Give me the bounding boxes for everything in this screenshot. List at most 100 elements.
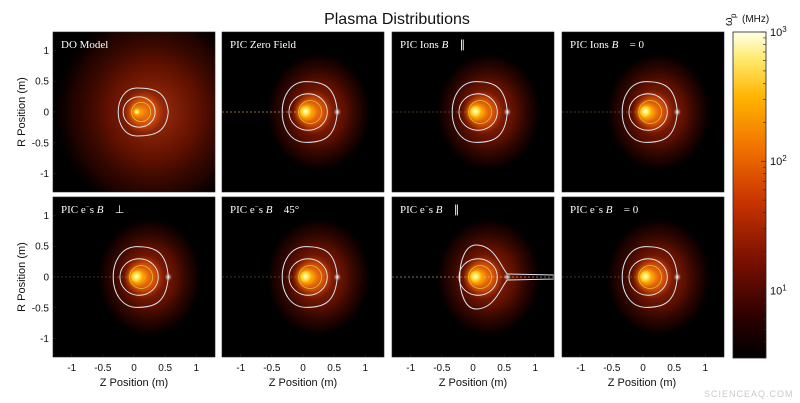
panel-plot-area	[222, 32, 384, 192]
panel-title-text: s	[429, 204, 436, 216]
panel-7: PIC e−s B⃗ ∥ -1 -0.5 0 0.5 1	[391, 196, 555, 374]
outer-contour	[451, 81, 508, 143]
x-tick-label: 0	[470, 363, 476, 374]
b-vector-symbol: B⃗	[266, 204, 281, 216]
panel-plot-area	[53, 32, 215, 192]
b-vector-symbol: B⃗	[436, 204, 451, 216]
panel-4: PIC Ions B⃗ = 0	[561, 31, 725, 193]
panel-title-text: PIC e	[570, 204, 595, 216]
panel-title: PIC e−s B⃗ ⊥	[61, 203, 124, 216]
panel-title-text: = 0	[621, 204, 639, 216]
inner-contour	[122, 96, 156, 128]
panel-title-text: PIC Ions	[570, 39, 612, 51]
x-tick-label: 0.5	[158, 363, 172, 374]
panel-title-text: ⊥	[112, 204, 124, 216]
contour-tip-spark	[505, 110, 510, 114]
panel-8: PIC e−s B⃗ = 0 -1 -0.5 0 0.5 1	[561, 196, 725, 374]
y-tick-label: -0.5	[32, 138, 50, 149]
colorbar-label: ω	[723, 17, 735, 26]
inner-contour	[628, 258, 668, 296]
y-tick-label: 1	[43, 211, 49, 222]
plasma-core	[470, 271, 483, 283]
x-axis-label-4: Z Position (m)	[608, 377, 676, 389]
inner-contour	[288, 93, 328, 131]
panel-plot-area	[562, 32, 724, 192]
contour-tip-spark	[335, 275, 340, 279]
colorbar-ticks: 103 102 101	[761, 25, 787, 359]
plasma-core	[134, 109, 141, 115]
panel-title-text: PIC Zero Field	[230, 39, 296, 51]
y-axis-label-top: R Position (m)	[16, 77, 28, 147]
x-tick-label: -1	[576, 363, 585, 374]
panel-title-text: ∥	[457, 39, 465, 51]
panel-title-text: s	[90, 204, 97, 216]
panel-title: PIC Zero Field	[230, 39, 296, 51]
y-tick-label: 0.5	[35, 77, 49, 88]
b-vector-symbol: B⃗	[442, 39, 457, 51]
y-tick-label: 0	[43, 273, 49, 284]
x-tick-label: 0	[300, 363, 306, 374]
contour-tip-spark	[166, 275, 171, 279]
panel-title-text: PIC e	[230, 204, 255, 216]
outer-contour	[281, 81, 338, 143]
outer-contour	[117, 87, 169, 137]
y-tick-label: 0.5	[35, 242, 49, 253]
x-tick-label: -1	[406, 363, 415, 374]
x-tick-label: -1	[67, 363, 76, 374]
outer-contour	[621, 246, 678, 308]
panel-title: PIC e−s B⃗ ∥	[400, 203, 459, 216]
contour-tip-spark	[335, 110, 340, 114]
panel-plot-area	[222, 197, 384, 357]
panel-title-text: DO Model	[61, 39, 108, 51]
x-tick-label: 1	[703, 363, 709, 374]
colorbar-label-symbol: ω	[723, 17, 735, 26]
inner-contour	[628, 93, 668, 131]
plasma-core	[640, 271, 653, 283]
plasma-inner-glow	[122, 89, 165, 135]
b-vector-symbol: B⃗	[612, 39, 627, 51]
superscript: −	[255, 203, 259, 211]
panel-grid: DO Model 1 0.5 0 -0.5 -1 PIC Zero Field PIC Ion…	[32, 31, 725, 374]
colorbar-label-sub: p	[729, 13, 738, 18]
x-tick-label: 0.5	[667, 363, 681, 374]
colorbar-tick-label: 101	[770, 283, 787, 298]
b-vector-symbol: B⃗	[97, 204, 112, 216]
panel-title-text: PIC e	[400, 204, 425, 216]
contour-tip-spark	[675, 275, 680, 279]
y-tick-label: -1	[40, 334, 49, 345]
panel-3: PIC Ions B⃗ ∥	[391, 31, 555, 193]
panel-title: PIC Ions B⃗ ∥	[400, 39, 465, 51]
x-tick-label: 0	[640, 363, 646, 374]
superscript: −	[425, 203, 429, 211]
panel-frame	[391, 31, 555, 193]
panel-title: PIC e−s B⃗ 45°	[230, 203, 299, 216]
superscript: −	[595, 203, 599, 211]
plasma-core	[300, 106, 313, 118]
plasma-core	[470, 106, 483, 118]
x-tick-label: -0.5	[94, 363, 112, 374]
panel-title-text: PIC Ions	[400, 39, 442, 51]
y-axis-label-bottom: R Position (m)	[16, 242, 28, 312]
panel-title-text: 45°	[281, 204, 299, 216]
panel-title: PIC e−s B⃗ = 0	[570, 203, 639, 216]
panel-title-text: = 0	[627, 39, 645, 51]
x-axis-label-2: Z Position (m)	[269, 377, 337, 389]
panel-title: DO Model	[61, 39, 108, 51]
panel-frame	[561, 31, 725, 193]
contour-tip-spark	[675, 110, 680, 114]
outer-contour	[112, 246, 169, 308]
x-tick-label: 0	[131, 363, 137, 374]
panel-plot-area	[392, 32, 554, 192]
y-tick-label: 0	[43, 108, 49, 119]
plasma-core	[640, 106, 653, 118]
panel-title-text: s	[599, 204, 606, 216]
panel-plot-area	[562, 197, 724, 357]
b-vector-symbol: B⃗	[606, 204, 621, 216]
colorbar-tick-label: 102	[770, 154, 787, 169]
colorbar-gradient	[732, 31, 767, 359]
inner-contour	[458, 258, 498, 296]
y-tick-label: -1	[40, 169, 49, 180]
panel-1: DO Model 1 0.5 0 -0.5 -1	[32, 31, 216, 193]
x-tick-label: 0.5	[327, 363, 341, 374]
